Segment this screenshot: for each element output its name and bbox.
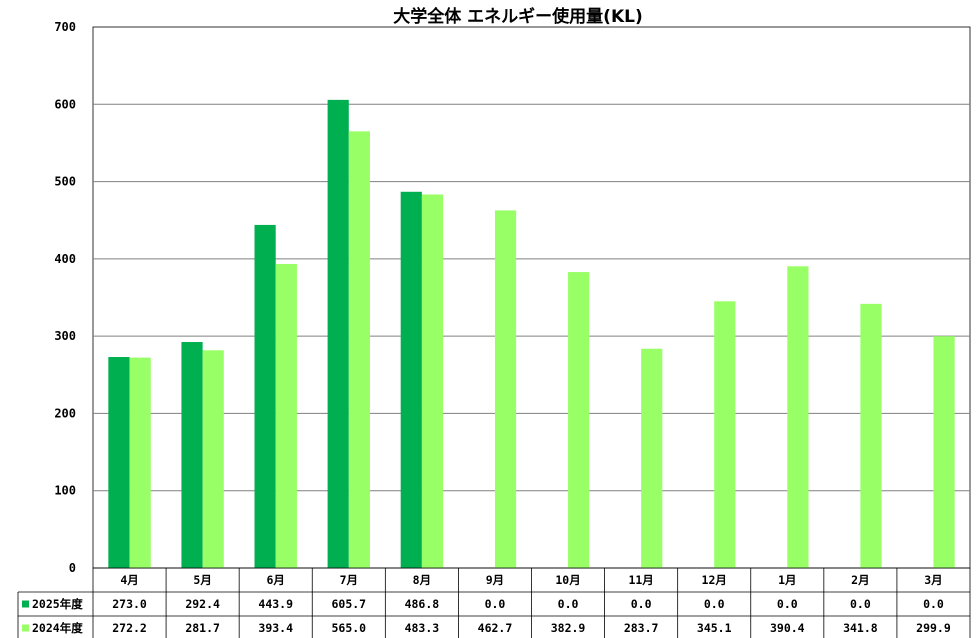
data-label: 292.4 — [185, 597, 220, 611]
y-tick-label: 700 — [54, 20, 76, 34]
plot-frame — [92, 26, 971, 569]
data-label: 393.4 — [258, 621, 293, 635]
category-label: 1月 — [778, 573, 796, 587]
grid-lines — [92, 26, 971, 569]
data-label: 0.0 — [558, 597, 579, 611]
bar-series2 — [568, 272, 590, 568]
y-tick-label: 0 — [69, 561, 76, 575]
data-label: 281.7 — [185, 621, 220, 635]
data-label: 273.0 — [112, 597, 147, 611]
data-label: 345.1 — [697, 621, 732, 635]
category-label: 6月 — [266, 573, 284, 587]
legend-label: 2024年度 — [32, 621, 83, 635]
data-label: 605.7 — [331, 597, 366, 611]
y-tick-label: 300 — [54, 329, 76, 343]
bar-series2 — [202, 350, 224, 568]
data-label: 299.9 — [916, 621, 951, 635]
data-table: 4月 5月 6月 7月 8月 9月 10月 11月 12月 1月 2月 3月 2025年度 273.0 29… — [17, 567, 971, 638]
data-label: 565.0 — [331, 621, 366, 635]
category-label: 3月 — [924, 573, 942, 587]
bar-series2 — [275, 263, 297, 568]
y-tick-label: 100 — [54, 484, 76, 498]
data-label: 0.0 — [850, 597, 871, 611]
data-label: 0.0 — [631, 597, 652, 611]
y-axis-ticks: 0 100 200 300 400 500 600 700 — [54, 20, 76, 575]
legend-swatch — [22, 600, 29, 608]
data-label: 443.9 — [258, 597, 293, 611]
category-label: 12月 — [702, 573, 727, 587]
data-label: 0.0 — [923, 597, 944, 611]
bar-series1 — [181, 342, 203, 568]
bar-series2 — [860, 303, 882, 568]
data-label: 483.3 — [405, 621, 440, 635]
bar-series1 — [254, 224, 276, 568]
bar-series2 — [787, 266, 809, 568]
bar-series2 — [714, 301, 736, 568]
data-label: 0.0 — [777, 597, 798, 611]
legend-swatch — [22, 624, 29, 632]
category-label: 8月 — [413, 573, 431, 587]
bar-series1 — [108, 357, 130, 568]
bar-series2 — [129, 357, 151, 568]
bar-series1 — [327, 99, 349, 568]
data-label: 0.0 — [485, 597, 506, 611]
data-label: 390.4 — [770, 621, 805, 635]
y-tick-label: 200 — [54, 406, 76, 420]
category-label: 4月 — [120, 573, 138, 587]
bar-series2 — [421, 194, 444, 568]
chart-title: 大学全体 エネルギー使用量(KL) — [393, 6, 642, 27]
bar-series2 — [494, 210, 517, 569]
y-tick-label: 400 — [54, 252, 76, 266]
category-label: 2月 — [851, 573, 869, 587]
category-label: 9月 — [486, 573, 504, 587]
data-label: 0.0 — [704, 597, 725, 611]
data-label: 382.9 — [551, 621, 586, 635]
category-label: 11月 — [628, 573, 653, 587]
data-label: 283.7 — [624, 621, 659, 635]
category-label: 10月 — [555, 573, 580, 587]
bar-series2 — [933, 336, 955, 568]
legend-label: 2025年度 — [32, 597, 83, 611]
data-label: 341.8 — [843, 621, 878, 635]
data-label: 462.7 — [478, 621, 513, 635]
bar-series2 — [348, 131, 370, 569]
data-label: 272.2 — [112, 621, 147, 635]
category-label: 7月 — [340, 573, 358, 587]
y-tick-label: 500 — [54, 175, 76, 189]
bar-series1 — [400, 191, 422, 569]
y-tick-label: 600 — [54, 97, 76, 111]
bars — [108, 99, 955, 569]
category-label: 5月 — [193, 573, 211, 587]
data-label: 486.8 — [405, 597, 440, 611]
bar-series2 — [641, 348, 663, 568]
